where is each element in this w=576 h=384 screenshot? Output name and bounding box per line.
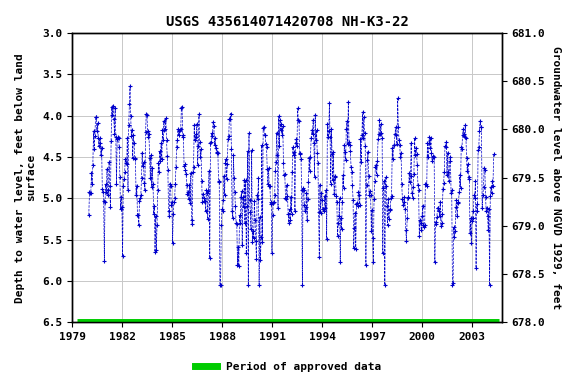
Title: USGS 435614071420708 NH-K3-22: USGS 435614071420708 NH-K3-22 <box>166 15 408 29</box>
Y-axis label: Groundwater level above NGVD 1929, feet: Groundwater level above NGVD 1929, feet <box>551 46 561 309</box>
Legend: Period of approved data: Period of approved data <box>191 358 385 377</box>
Y-axis label: Depth to water level, feet below land
surface: Depth to water level, feet below land su… <box>15 53 37 303</box>
